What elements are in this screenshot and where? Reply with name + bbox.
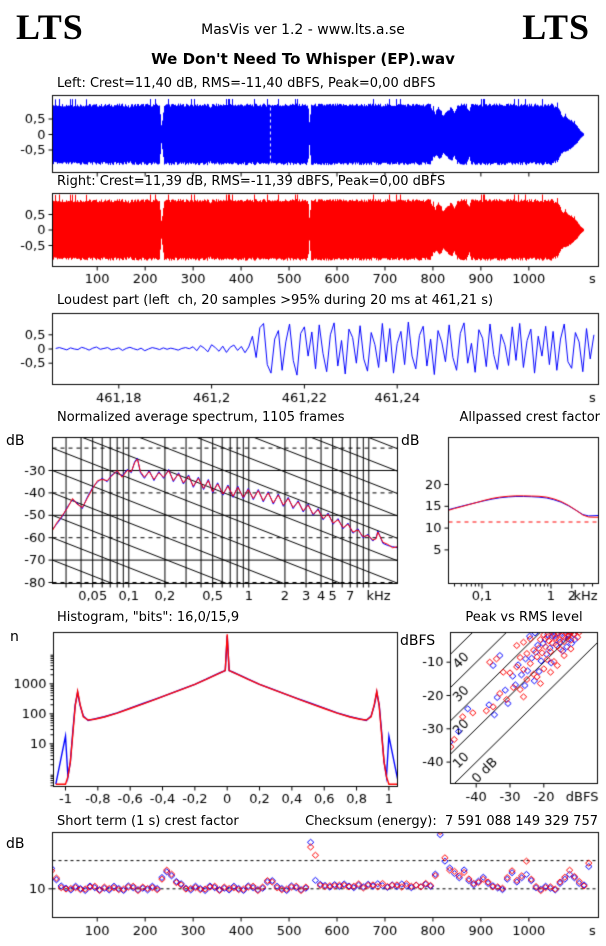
shortterm-db-axis-label: dB — [6, 836, 25, 852]
spectrum-title: Normalized average spectrum, 1105 frames — [57, 410, 345, 425]
histogram-n-axis-label: n — [10, 629, 19, 645]
histogram-title: Histogram, "bits": 16,0/15,9 — [57, 610, 240, 625]
left-channel-stats-title: Left: Crest=11,40 dB, RMS=-11,40 dBFS, P… — [57, 76, 436, 91]
allpassed-crest-title: Allpassed crest factor — [459, 410, 600, 425]
peak-vs-rms-title: Peak vs RMS level — [465, 610, 583, 625]
logo-right: LTS — [522, 7, 590, 47]
spectrum-db-right-axis-label: dB — [401, 433, 420, 449]
short-term-crest-title: Short term (1 s) crest factor — [57, 814, 239, 829]
app-version-line: MasVis ver 1.2 - www.lts.a.se — [201, 22, 405, 38]
peak-dbfs-axis-label: dBFS — [400, 633, 436, 649]
checksum-label: Checksum (energy): 7 591 088 149 329 757 — [305, 814, 598, 829]
logo-left: LTS — [16, 7, 84, 47]
spectrum-db-axis-label: dB — [6, 433, 25, 449]
loudest-part-title: Loudest part (left ch, 20 samples >95% d… — [57, 293, 494, 308]
right-channel-stats-title: Right: Crest=11,39 dB, RMS=-11,39 dBFS, … — [57, 174, 446, 189]
page-title: We Don't Need To Whisper (EP).wav — [151, 50, 455, 68]
